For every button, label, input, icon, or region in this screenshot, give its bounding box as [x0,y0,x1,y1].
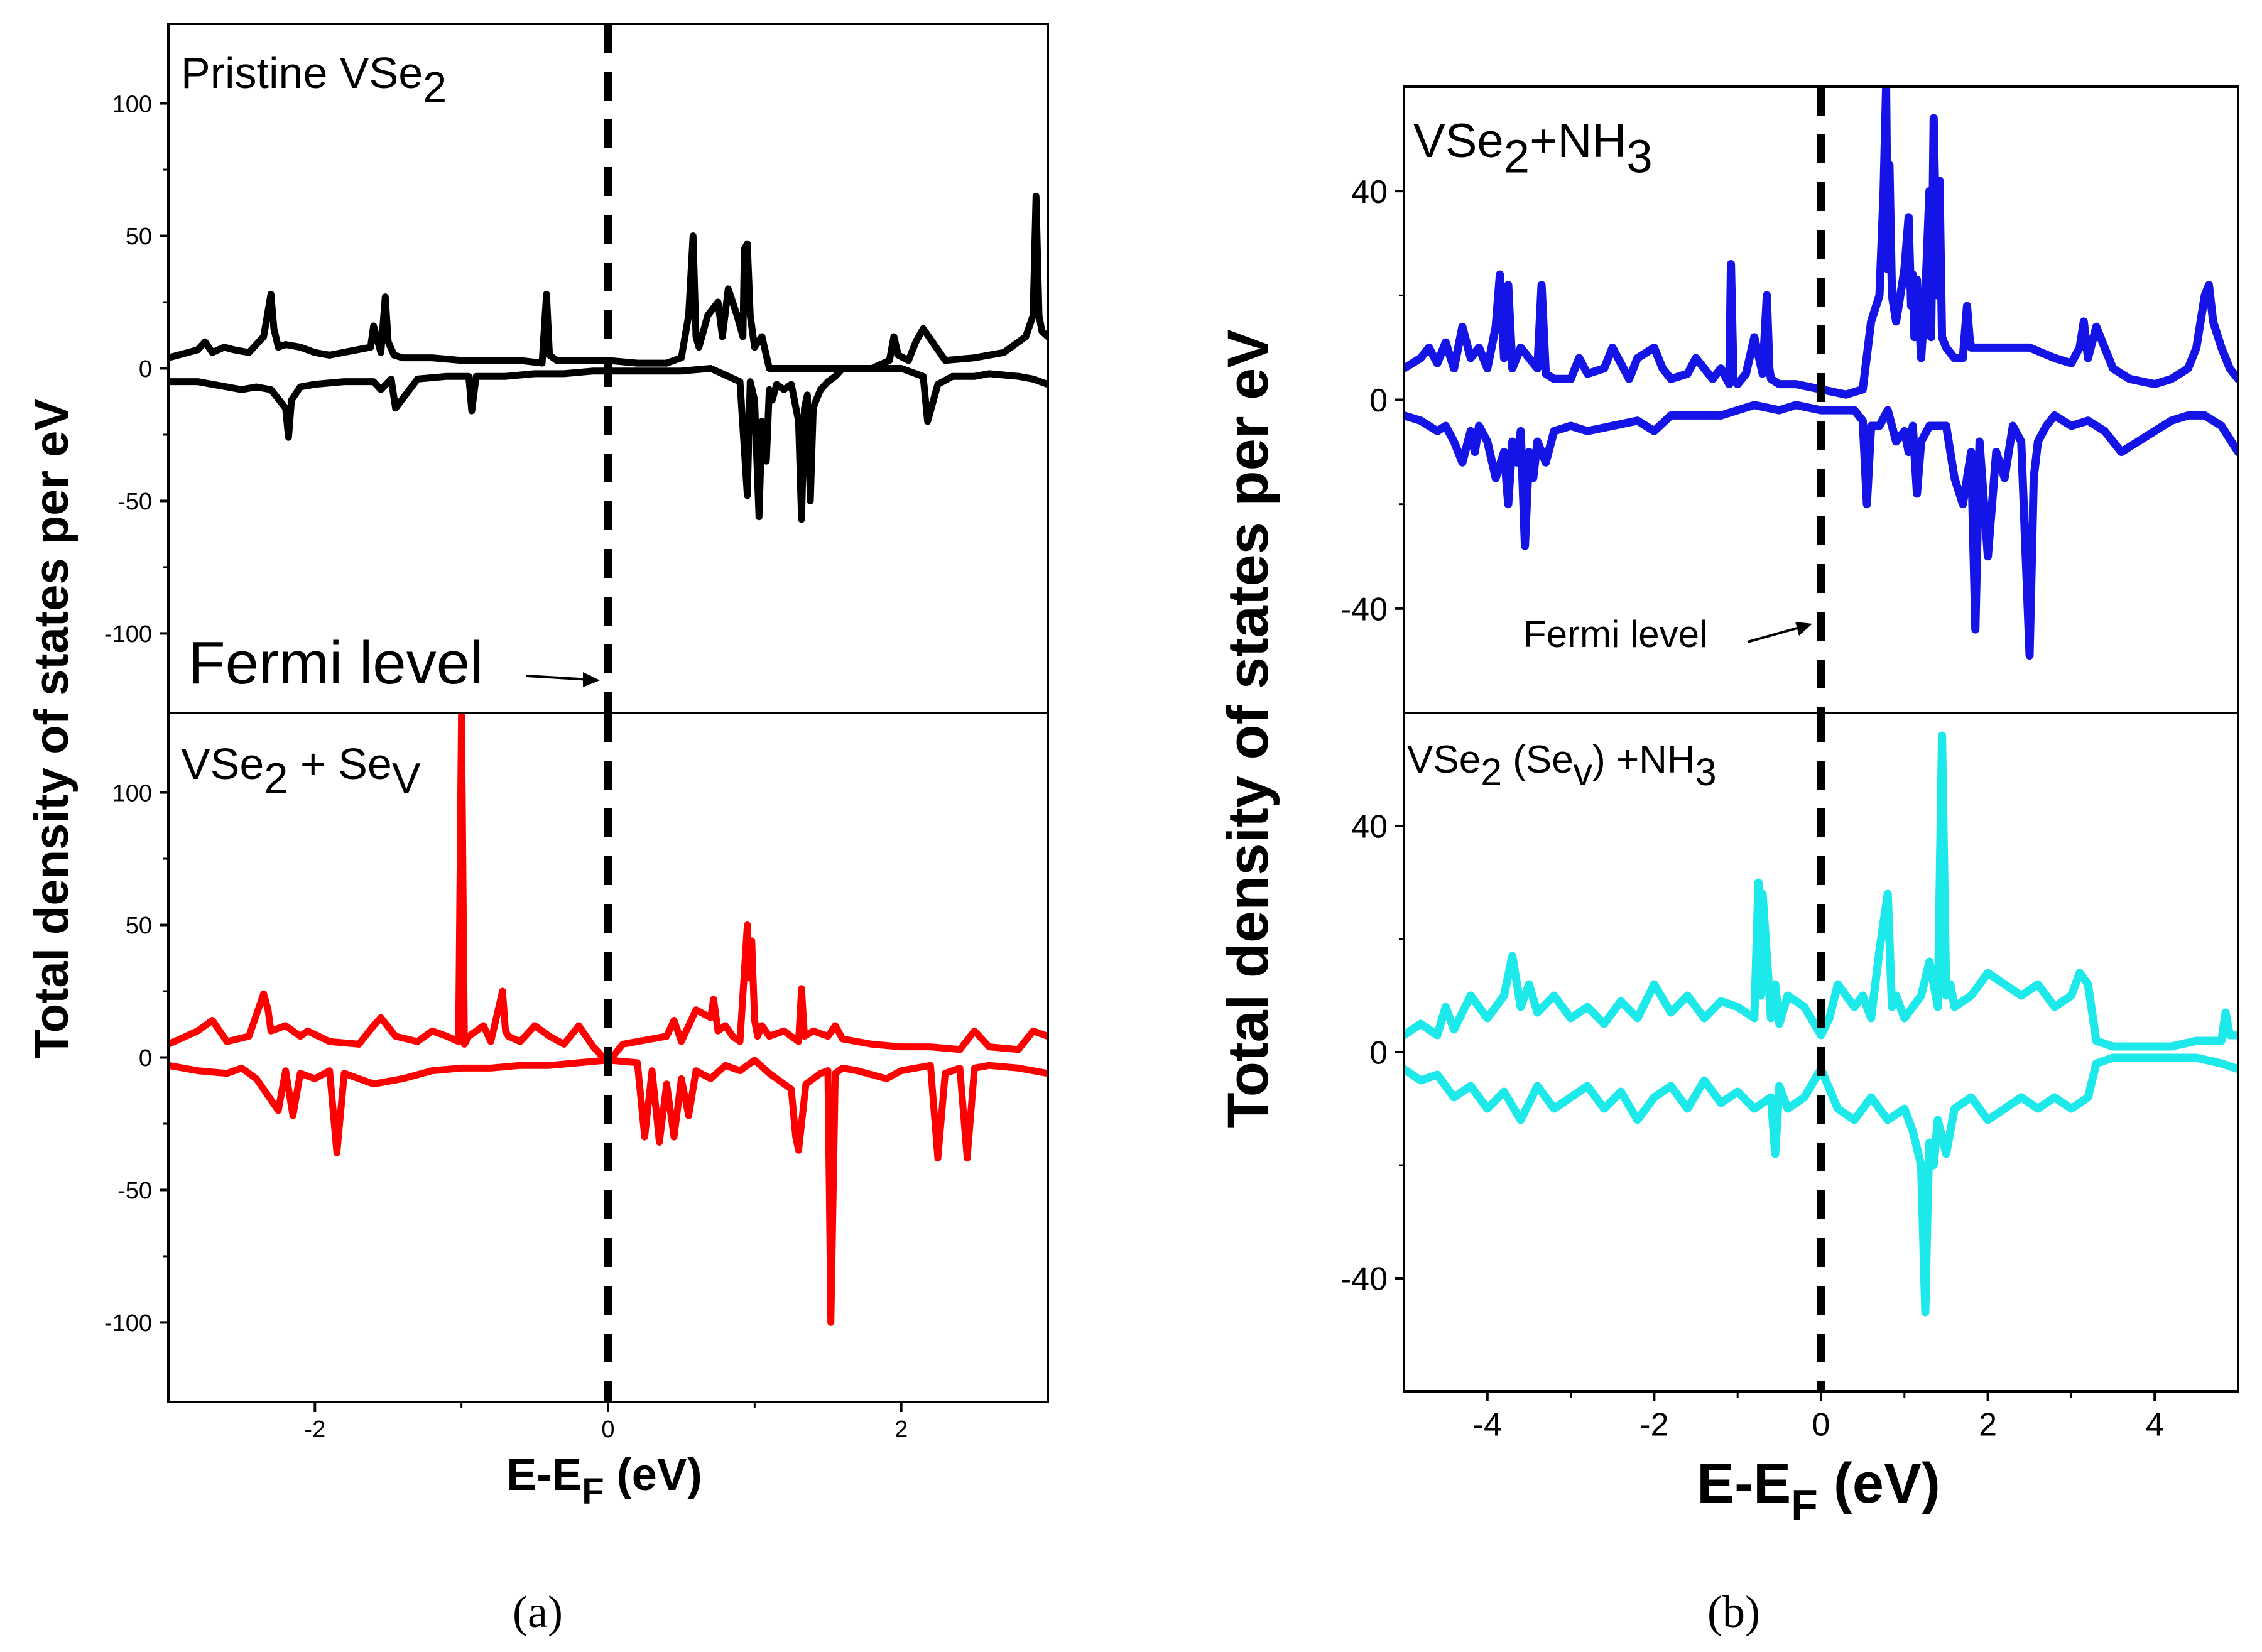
series-line-spin-down [1404,401,2238,660]
xtick-label: 2 [1979,1407,1997,1443]
fermi-label-b: Fermi level [1523,613,1707,655]
panel-title: VSe2+NH3 [1413,114,1653,182]
fermi-arrow-a [526,675,591,681]
panel-vse2-nh3: -40 0 40 VSe2+NH3 [1340,85,2239,714]
ytick-label: 0 [139,356,152,383]
series-line-spin-up [168,192,1048,372]
series-line-spin-down [168,1057,1048,1326]
caption-b: (b) [1707,1587,1760,1637]
ytick-label: 0 [1369,383,1388,419]
ytick-label: 50 [126,913,152,939]
ytick-label: -100 [104,621,152,648]
ytick-label: 0 [1369,1035,1388,1072]
xlabel-b: E-EF (eV) [1697,1452,1940,1530]
ytick-label: 40 [1351,809,1388,845]
xtick-label: 4 [2146,1407,2164,1443]
xtick-label: 2 [894,1416,908,1443]
series-line-spin-up [1404,731,2238,1051]
ytick-label: 100 [112,780,152,807]
ytick-label: -100 [104,1310,152,1337]
ytick-label: -50 [117,489,152,515]
xtick-label: -2 [1639,1407,1668,1443]
panel-title: VSe2 + SeV [181,739,421,802]
ytick-label: -50 [117,1178,152,1204]
xlabel-a: E-EF (eV) [506,1450,702,1512]
xtick-label: 0 [601,1416,614,1443]
fermi-label-a: Fermi level [188,629,483,697]
fermi-arrow-b [1747,626,1802,643]
ytick-label: -40 [1340,1261,1388,1298]
panel-title: Pristine VSe2 [181,48,447,111]
caption-a: (a) [513,1587,563,1637]
panel-vse2-sev-nh3: -40 0 40 -4 -2 0 2 4 VSe2 (Sev) +NH3 [1340,712,2239,1443]
xtick-label: -4 [1473,1407,1502,1443]
panel-pristine-vse2: -100 -50 0 50 100 Pristine VSe2 [104,23,1049,714]
series-line-spin-down [1404,1053,2238,1317]
series-line-spin-up [168,713,1048,1067]
panel-title: VSe2 (Sev) +NH3 [1407,738,1717,793]
fermi-arrowhead-b [1795,622,1812,636]
ytick-label: 100 [112,91,152,117]
xtick-label: -2 [304,1416,325,1443]
xtick-label: 0 [1812,1407,1830,1443]
ytick-label: -40 [1340,592,1388,628]
ytick-label: 50 [126,224,152,250]
ylabel-a: Total density of states per eV [25,399,79,1059]
series-line-spin-down [168,365,1048,523]
fermi-arrowhead-a [583,672,600,687]
ytick-label: 40 [1351,174,1388,210]
ytick-label: 0 [139,1045,152,1072]
series-line-spin-up [1404,87,2238,399]
panel-vse2-se-vacancy: -100 -50 0 50 100 -2 0 2 VSe2 + SeV [104,712,1049,1443]
ylabel-b: Total density of states per eV [1216,329,1280,1128]
